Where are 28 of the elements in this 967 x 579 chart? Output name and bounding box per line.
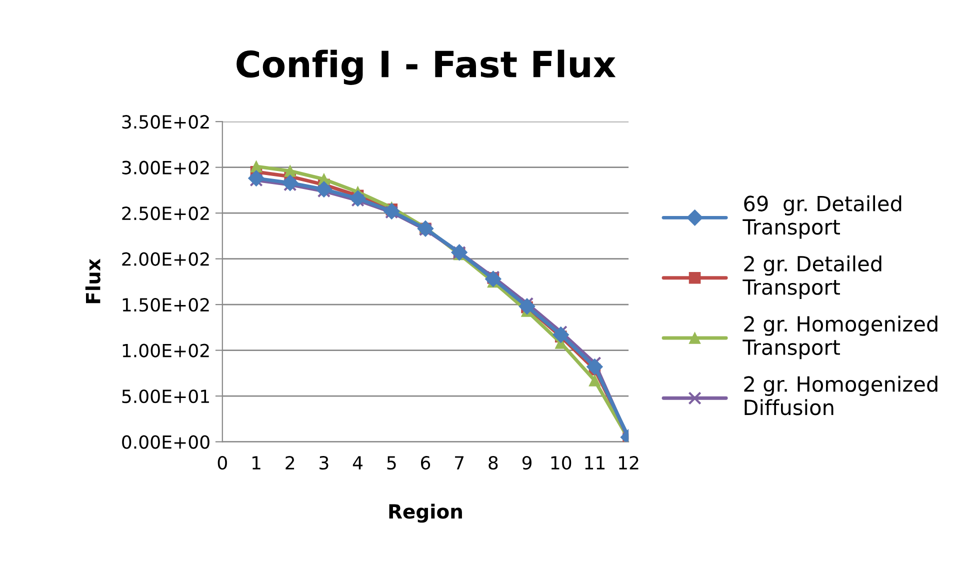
x-tick-label: 0 <box>218 456 227 470</box>
x-tick-label: 4 <box>352 456 363 470</box>
y-tick-label: 2.50E+02 <box>122 206 209 220</box>
chart-title: Config I - Fast Flux <box>236 50 616 85</box>
y-tick-label: 0.00E+00 <box>122 435 210 449</box>
y-tick-label: 2.00E+02 <box>122 252 209 266</box>
x-tick-label: 5 <box>387 456 396 470</box>
y-tick-label: 3.50E+02 <box>122 115 209 129</box>
legend-label: 69 gr. Detailed Transport <box>742 195 902 239</box>
legend-label: 2 gr. Detailed Transport <box>742 255 882 299</box>
x-tick-label: 12 <box>619 456 638 470</box>
x-tick-label: 11 <box>585 456 605 470</box>
y-tick-label: 1.00E+02 <box>122 344 209 358</box>
x-tick-label: 9 <box>522 456 532 470</box>
x-tick-label: 10 <box>551 456 572 470</box>
legend-label: 2 gr. Homogenized Diffusion <box>744 376 938 416</box>
y-tick-label: 5.00E+01 <box>122 389 209 404</box>
x-tick-label: 8 <box>488 456 498 470</box>
legend-label: 2 gr. Homogenized Transport <box>742 316 938 360</box>
x-tick-label: 2 <box>286 456 294 470</box>
y-tick-label: 1.50E+02 <box>122 298 209 312</box>
x-tick-label: 1 <box>252 456 260 470</box>
x-tick-label: 6 <box>420 456 430 470</box>
x-tick-label: 3 <box>320 456 328 470</box>
y-axis-title: Flux <box>85 258 100 304</box>
x-axis-title: Region <box>389 504 462 523</box>
y-tick-label: 3.00E+02 <box>122 160 209 174</box>
x-tick-label: 7 <box>455 456 464 470</box>
